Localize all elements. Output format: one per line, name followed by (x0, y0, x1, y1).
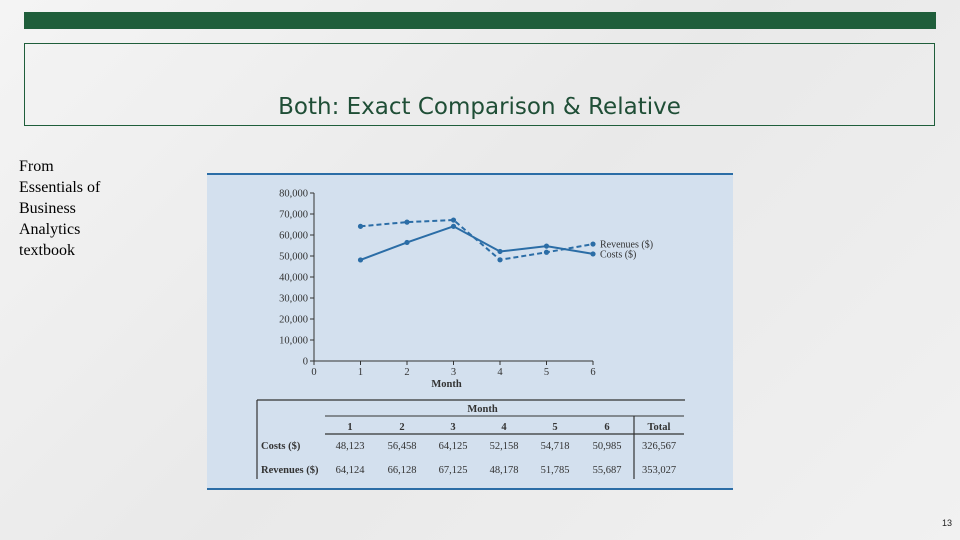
table-cell: 55,687 (593, 465, 622, 476)
table-cell: 64,124 (336, 465, 366, 476)
x-tick-label: 0 (311, 367, 316, 378)
table-group-header: Month (467, 404, 497, 415)
data-point (497, 248, 503, 255)
chart-figure: 0 10,000 20,000 30,000 40,000 50,000 60,000 70,… (207, 173, 733, 490)
x-tick-label: 5 (544, 367, 549, 378)
series-line-costs (360, 225, 594, 261)
y-tick-label: 80,000 (279, 189, 308, 200)
y-tick-label: 40,000 (279, 273, 308, 284)
data-point (497, 257, 503, 263)
table-cell: 67,125 (439, 465, 468, 476)
legend-label: Revenues ($) (600, 240, 653, 251)
source-note-line: Essentials of (19, 179, 101, 196)
y-tick-label: 30,000 (279, 294, 308, 305)
table-column-header: 3 (450, 422, 455, 433)
table-cell: 50,985 (593, 441, 622, 452)
table-row-label: Costs ($) (261, 441, 301, 452)
data-point (450, 223, 457, 229)
table-cell: 66,128 (388, 465, 417, 476)
data-point (357, 257, 364, 263)
title-frame: Both: Exact Comparison & Relative (24, 43, 935, 126)
source-note-line: From (19, 158, 54, 175)
y-tick-label: 10,000 (279, 336, 308, 347)
table-column-header: Total (648, 422, 671, 433)
source-note-line: Business (19, 200, 76, 217)
table-column-header: 1 (347, 422, 352, 433)
table-cell: 54,718 (541, 441, 570, 452)
y-tick-label: 50,000 (279, 252, 308, 263)
x-axis-label: Month (431, 379, 461, 390)
x-tick-label: 6 (590, 367, 595, 378)
chart-svg: 0 10,000 20,000 30,000 40,000 50,000 60,000 70,… (256, 189, 685, 479)
source-note-line: Analytics (19, 221, 81, 238)
table-cell: 52,158 (490, 441, 519, 452)
x-tick-label: 2 (404, 367, 409, 378)
table-column-header: 6 (604, 422, 609, 433)
y-tick-label: 20,000 (279, 315, 308, 326)
data-point (543, 249, 550, 255)
x-tick-label: 4 (497, 367, 503, 378)
slide-title: Both: Exact Comparison & Relative (278, 94, 681, 120)
data-point (590, 241, 596, 247)
table-cell: 353,027 (642, 465, 676, 476)
data-point (404, 219, 410, 225)
table-column-header: 4 (501, 422, 507, 433)
data-point (590, 251, 596, 257)
x-tick-label: 3 (451, 367, 456, 378)
table-cell: 48,123 (336, 441, 365, 452)
y-tick-label: 70,000 (279, 210, 308, 221)
slide-number: 13 (941, 518, 952, 528)
data-point (450, 217, 457, 223)
table-row-label: Revenues ($) (261, 465, 319, 476)
data-point (543, 243, 550, 249)
data-point (357, 223, 364, 229)
y-tick-label: 0 (303, 357, 308, 368)
table-column-header: 2 (399, 422, 404, 433)
table-cell: 56,458 (388, 441, 417, 452)
data-point (404, 239, 410, 246)
legend-label: Costs ($) (600, 249, 636, 260)
source-note-line: textbook (19, 242, 75, 259)
table-cell: 51,785 (541, 465, 570, 476)
table-cell: 326,567 (642, 441, 676, 452)
table-column-header: 5 (552, 422, 557, 433)
table-cell: 64,125 (439, 441, 468, 452)
top-accent-bar (24, 12, 936, 29)
source-note: From Essentials of Business Analytics te… (19, 156, 139, 261)
x-tick-label: 1 (358, 367, 363, 378)
y-tick-label: 60,000 (279, 231, 308, 242)
table-cell: 48,178 (490, 465, 519, 476)
